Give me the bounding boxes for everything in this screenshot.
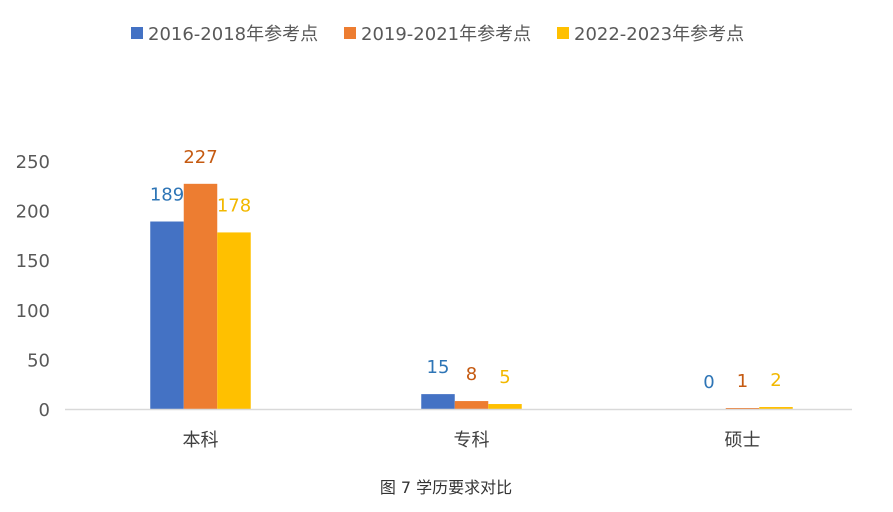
legend-swatch — [344, 27, 356, 39]
legend-label: 2022-2023年参考点 — [574, 24, 744, 45]
legend-item: 2016-2018年参考点 — [131, 24, 318, 45]
y-tick-label: 100 — [16, 301, 50, 322]
bar — [183, 183, 218, 409]
legend-label: 2016-2018年参考点 — [148, 24, 318, 45]
y-tick-label: 50 — [27, 350, 50, 371]
bar — [217, 232, 251, 409]
x-axis: 本科 专科 硕士 — [183, 430, 761, 451]
legend-item: 2019-2021年参考点 — [344, 24, 531, 45]
y-tick-label: 250 — [16, 152, 50, 173]
bar — [759, 407, 793, 409]
y-tick-label: 200 — [16, 202, 50, 223]
y-axis: 0 50 100 150 200 250 — [16, 152, 50, 421]
data-labels: 189 227 178 15 8 5 0 1 2 — [150, 147, 782, 393]
legend-label: 2019-2021年参考点 — [361, 24, 531, 45]
bar — [454, 401, 489, 409]
data-label: 189 — [150, 185, 184, 206]
x-tick-label: 专科 — [454, 430, 490, 451]
x-tick-label: 本科 — [183, 430, 219, 451]
bar — [150, 221, 184, 409]
bars — [150, 183, 793, 409]
data-label: 5 — [499, 367, 510, 388]
legend: 2016-2018年参考点 2019-2021年参考点 2022-2023年参考点 — [131, 24, 744, 45]
data-label: 227 — [183, 147, 217, 168]
data-label: 178 — [217, 195, 251, 216]
data-label: 2 — [770, 370, 781, 391]
bar — [725, 408, 760, 409]
legend-swatch — [557, 27, 569, 39]
x-tick-label: 硕士 — [725, 430, 761, 451]
bar — [421, 394, 455, 409]
y-tick-label: 150 — [16, 251, 50, 272]
data-label: 0 — [703, 372, 714, 393]
bar — [488, 404, 522, 409]
y-tick-label: 0 — [39, 400, 50, 421]
legend-item: 2022-2023年参考点 — [557, 24, 744, 45]
chart-title: 图 7 学历要求对比 — [380, 478, 512, 497]
data-label: 1 — [737, 371, 748, 392]
data-label: 8 — [466, 364, 477, 385]
data-label: 15 — [427, 357, 450, 378]
legend-swatch — [131, 27, 143, 39]
